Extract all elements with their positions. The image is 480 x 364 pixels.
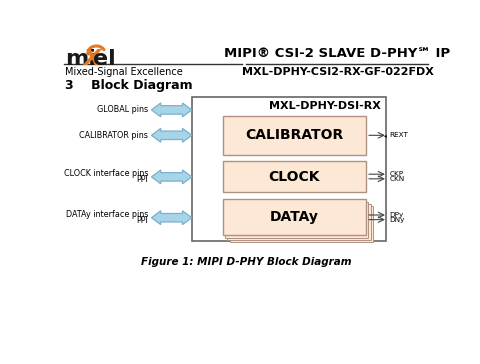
Polygon shape xyxy=(152,211,192,225)
Text: CALIBRATOR: CALIBRATOR xyxy=(245,128,344,142)
Text: CLOCK: CLOCK xyxy=(269,170,320,183)
Text: MXL-DPHY-DSI-RX: MXL-DPHY-DSI-RX xyxy=(269,101,381,111)
Text: PPI: PPI xyxy=(137,175,148,185)
Bar xyxy=(228,204,371,240)
Text: MIPI® CSI-2 SLAVE D-PHY℠ IP: MIPI® CSI-2 SLAVE D-PHY℠ IP xyxy=(224,47,451,60)
Text: DATAy interface pins: DATAy interface pins xyxy=(66,210,148,219)
Bar xyxy=(223,199,366,236)
Text: DPy: DPy xyxy=(389,212,404,218)
Text: CKP: CKP xyxy=(389,171,404,177)
Text: ◂: ◂ xyxy=(384,133,387,138)
Bar xyxy=(223,116,366,155)
Text: DATAy: DATAy xyxy=(270,210,319,224)
Text: mi: mi xyxy=(65,49,96,69)
Text: CKN: CKN xyxy=(389,176,405,182)
Text: el: el xyxy=(93,49,115,69)
Text: Figure 1: MIPI D-PHY Block Diagram: Figure 1: MIPI D-PHY Block Diagram xyxy=(141,257,351,267)
Bar xyxy=(223,161,366,192)
Text: CALIBRATOR pins: CALIBRATOR pins xyxy=(80,131,148,140)
Polygon shape xyxy=(152,103,192,117)
Text: X: X xyxy=(83,49,100,69)
Bar xyxy=(230,206,373,242)
Bar xyxy=(192,97,385,241)
Text: CLOCK interface pins: CLOCK interface pins xyxy=(64,169,148,178)
Polygon shape xyxy=(152,170,192,184)
Text: 3    Block Diagram: 3 Block Diagram xyxy=(65,79,193,92)
Text: DNy: DNy xyxy=(389,217,405,223)
Text: REXT: REXT xyxy=(389,132,408,138)
Text: MXL-DPHY-CSI2-RX-GF-022FDX: MXL-DPHY-CSI2-RX-GF-022FDX xyxy=(241,67,433,77)
Text: GLOBAL pins: GLOBAL pins xyxy=(97,106,148,114)
Bar xyxy=(225,202,369,238)
Text: PPI: PPI xyxy=(137,216,148,225)
Text: Mixed-Signal Excellence: Mixed-Signal Excellence xyxy=(65,67,183,77)
Polygon shape xyxy=(152,128,192,142)
